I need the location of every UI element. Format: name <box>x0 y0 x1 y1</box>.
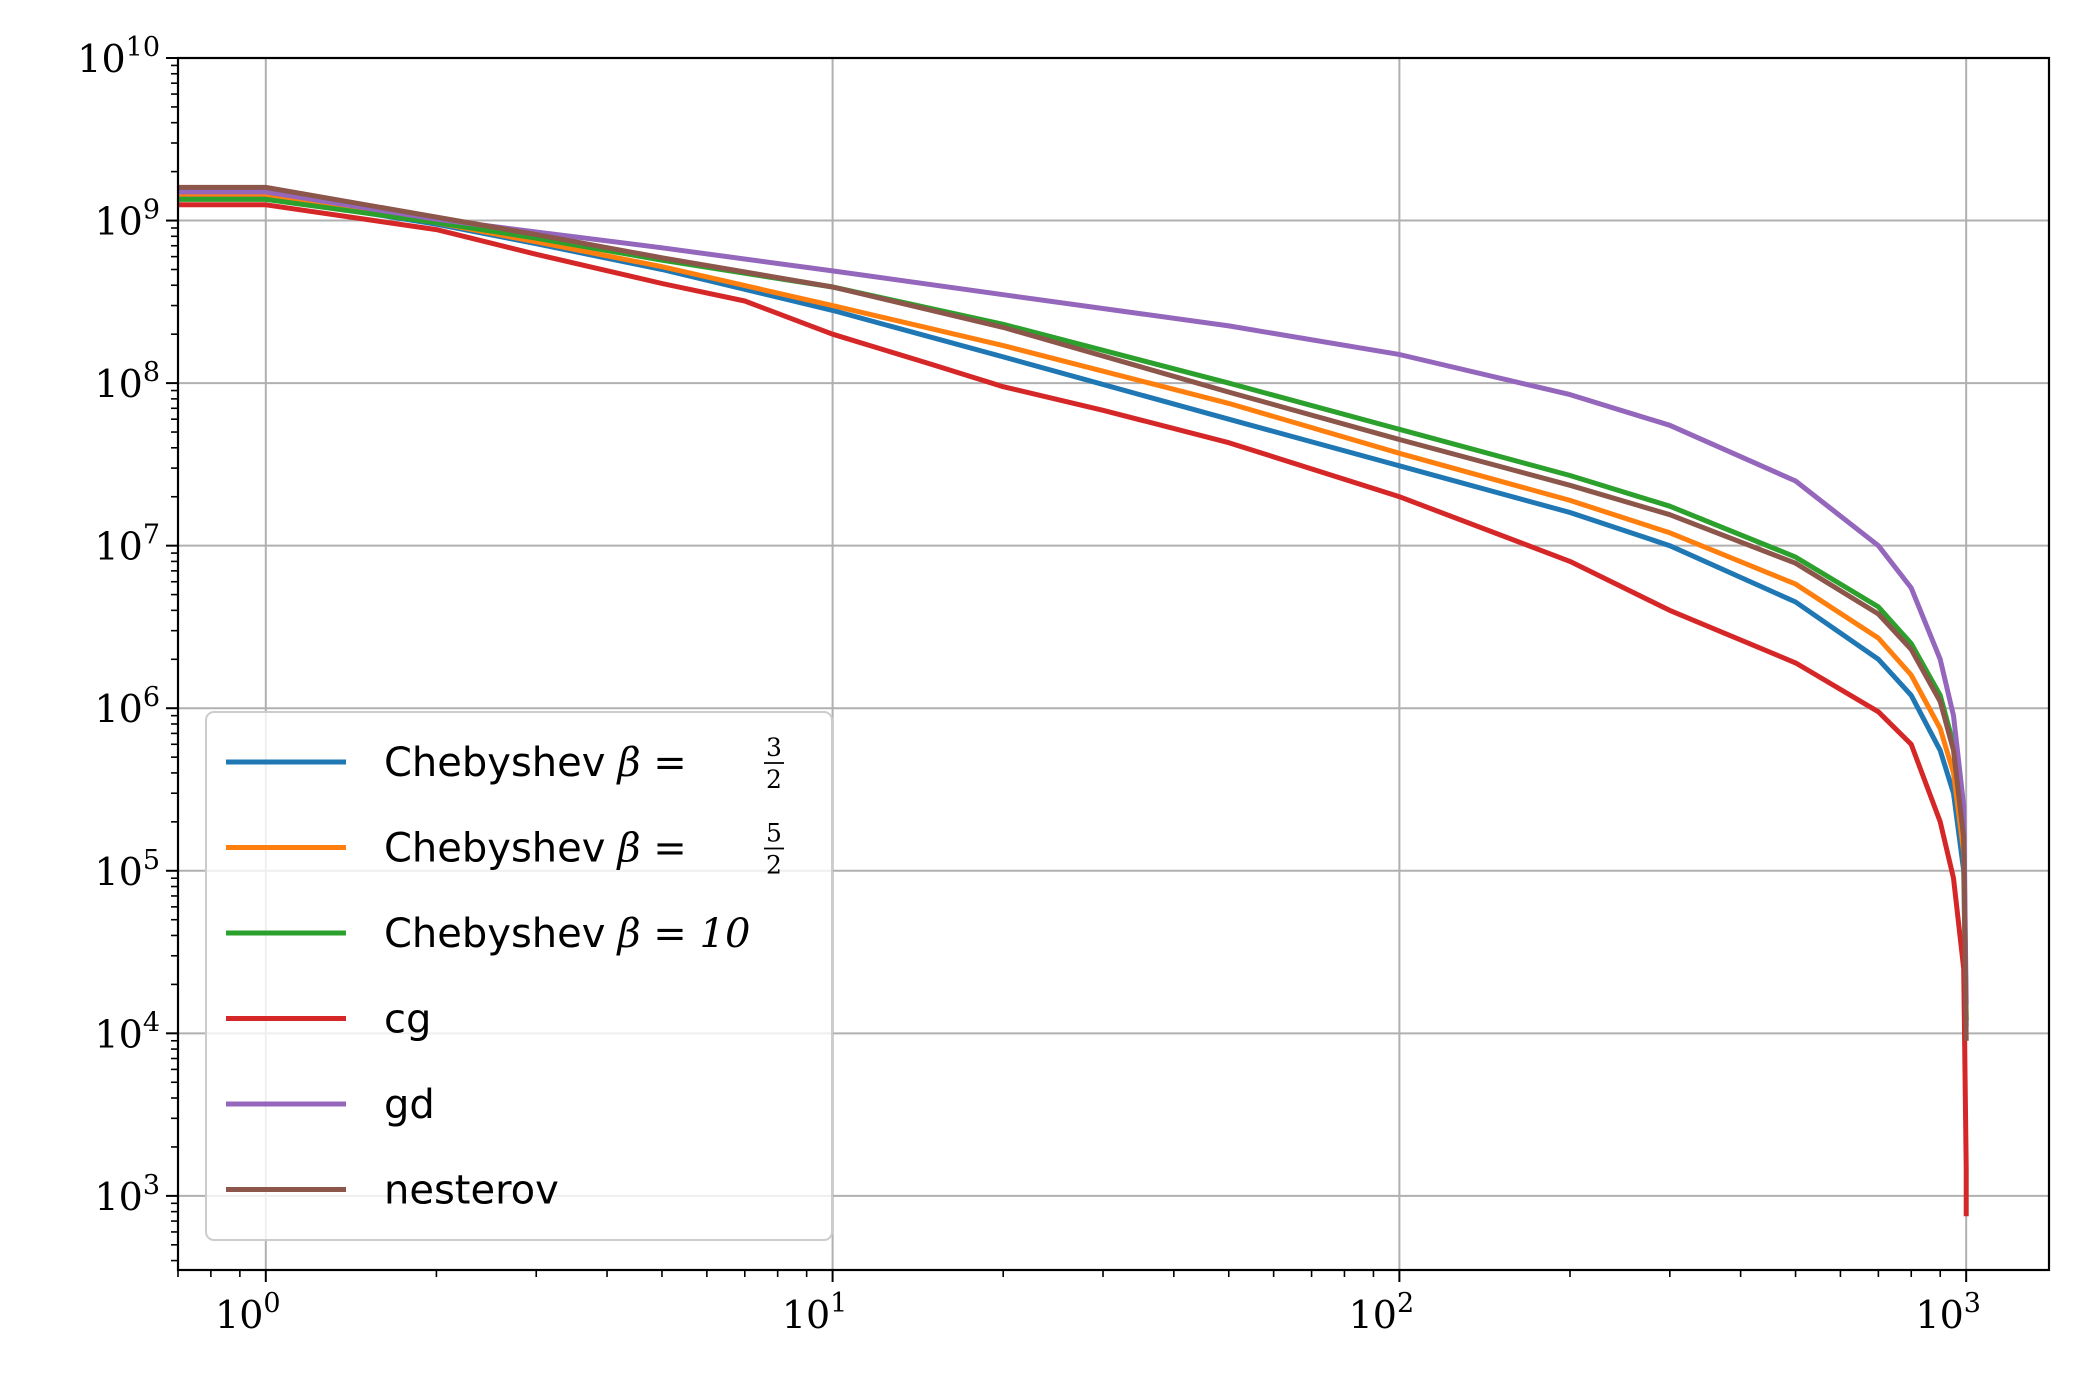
x-tick-label: 101 <box>782 1288 848 1337</box>
grid <box>178 58 2049 1270</box>
plot-frame <box>176 56 2051 1272</box>
legend-entry: cg <box>226 997 431 1043</box>
legend-label: nesterov <box>384 1168 559 1214</box>
x-tick-label: 103 <box>1915 1288 1981 1337</box>
fraction-numerator: 3 <box>766 733 782 762</box>
legend-entry: Chebyshev β = 32 <box>226 733 784 794</box>
y-tick-label: 106 <box>94 682 160 731</box>
legend-entry: Chebyshev β = 10 <box>226 911 750 957</box>
legend-entry: gd <box>226 1082 435 1128</box>
legend-frame <box>205 711 833 1241</box>
fraction-denominator: 2 <box>766 851 782 880</box>
series-line-1 <box>178 191 1969 1021</box>
major-ticks <box>166 57 1968 1282</box>
legend-label: Chebyshev β = <box>384 740 687 786</box>
legend-label: cg <box>384 997 431 1043</box>
x-tick-label: 100 <box>215 1288 281 1337</box>
legend-fraction: 32 <box>764 733 784 794</box>
legend-label: gd <box>384 1082 435 1128</box>
y-tick-label: 104 <box>94 1007 160 1056</box>
series-line-3 <box>178 202 1969 1217</box>
y-tick-label: 109 <box>94 195 160 244</box>
series-line-5 <box>178 184 1969 1041</box>
legend-label: Chebyshev β = <box>384 826 687 872</box>
series-lines <box>178 184 1969 1217</box>
fraction-numerator: 5 <box>766 819 782 848</box>
y-tick-label: 108 <box>94 357 160 406</box>
x-tick-labels: 100 101 102 103 <box>215 1288 1981 1337</box>
legend-fraction: 52 <box>764 819 784 880</box>
y-tick-label: 103 <box>94 1170 160 1219</box>
fraction-denominator: 2 <box>766 765 782 794</box>
x-tick-label: 102 <box>1349 1288 1415 1337</box>
y-tick-label: 107 <box>94 520 160 569</box>
minor-ticks <box>171 64 1942 1277</box>
y-tick-labels: 103 104 105 106 107 108 109 1010 <box>77 32 160 1219</box>
legend-entry: Chebyshev β = 52 <box>226 819 784 880</box>
y-tick-label: 1010 <box>77 32 160 81</box>
legend-label: Chebyshev β = 10 <box>384 911 750 957</box>
y-tick-label: 105 <box>94 845 160 894</box>
legend-entry: nesterov <box>226 1168 559 1214</box>
